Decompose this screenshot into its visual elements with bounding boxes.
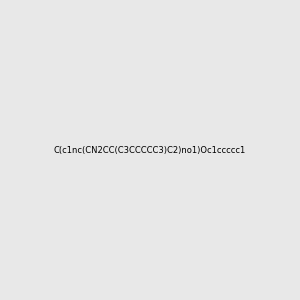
- Text: C(c1nc(CN2CC(C3CCCCC3)C2)no1)Oc1ccccc1: C(c1nc(CN2CC(C3CCCCC3)C2)no1)Oc1ccccc1: [54, 146, 246, 154]
